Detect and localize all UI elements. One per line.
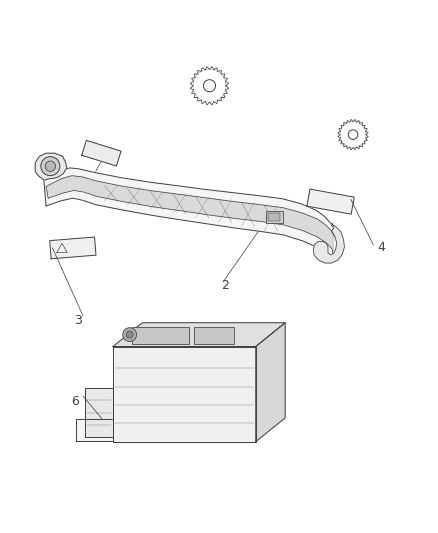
Polygon shape [44, 168, 334, 260]
Polygon shape [49, 237, 96, 259]
Circle shape [123, 328, 137, 342]
Bar [266, 211, 283, 223]
Polygon shape [85, 388, 113, 437]
Bar [194, 327, 234, 344]
Polygon shape [307, 189, 354, 214]
Circle shape [45, 161, 56, 172]
Text: 4: 4 [377, 240, 385, 254]
Polygon shape [113, 322, 285, 346]
Polygon shape [82, 140, 121, 166]
Bar [268, 213, 280, 221]
Text: 6: 6 [71, 395, 79, 408]
Circle shape [126, 331, 133, 338]
Polygon shape [76, 418, 119, 441]
Polygon shape [113, 346, 256, 442]
Circle shape [41, 157, 60, 176]
Polygon shape [46, 176, 335, 249]
Text: 3: 3 [74, 314, 82, 327]
Polygon shape [256, 322, 285, 442]
Polygon shape [35, 153, 67, 180]
Text: 2: 2 [222, 279, 230, 293]
Bar [132, 327, 189, 344]
Polygon shape [313, 223, 344, 263]
